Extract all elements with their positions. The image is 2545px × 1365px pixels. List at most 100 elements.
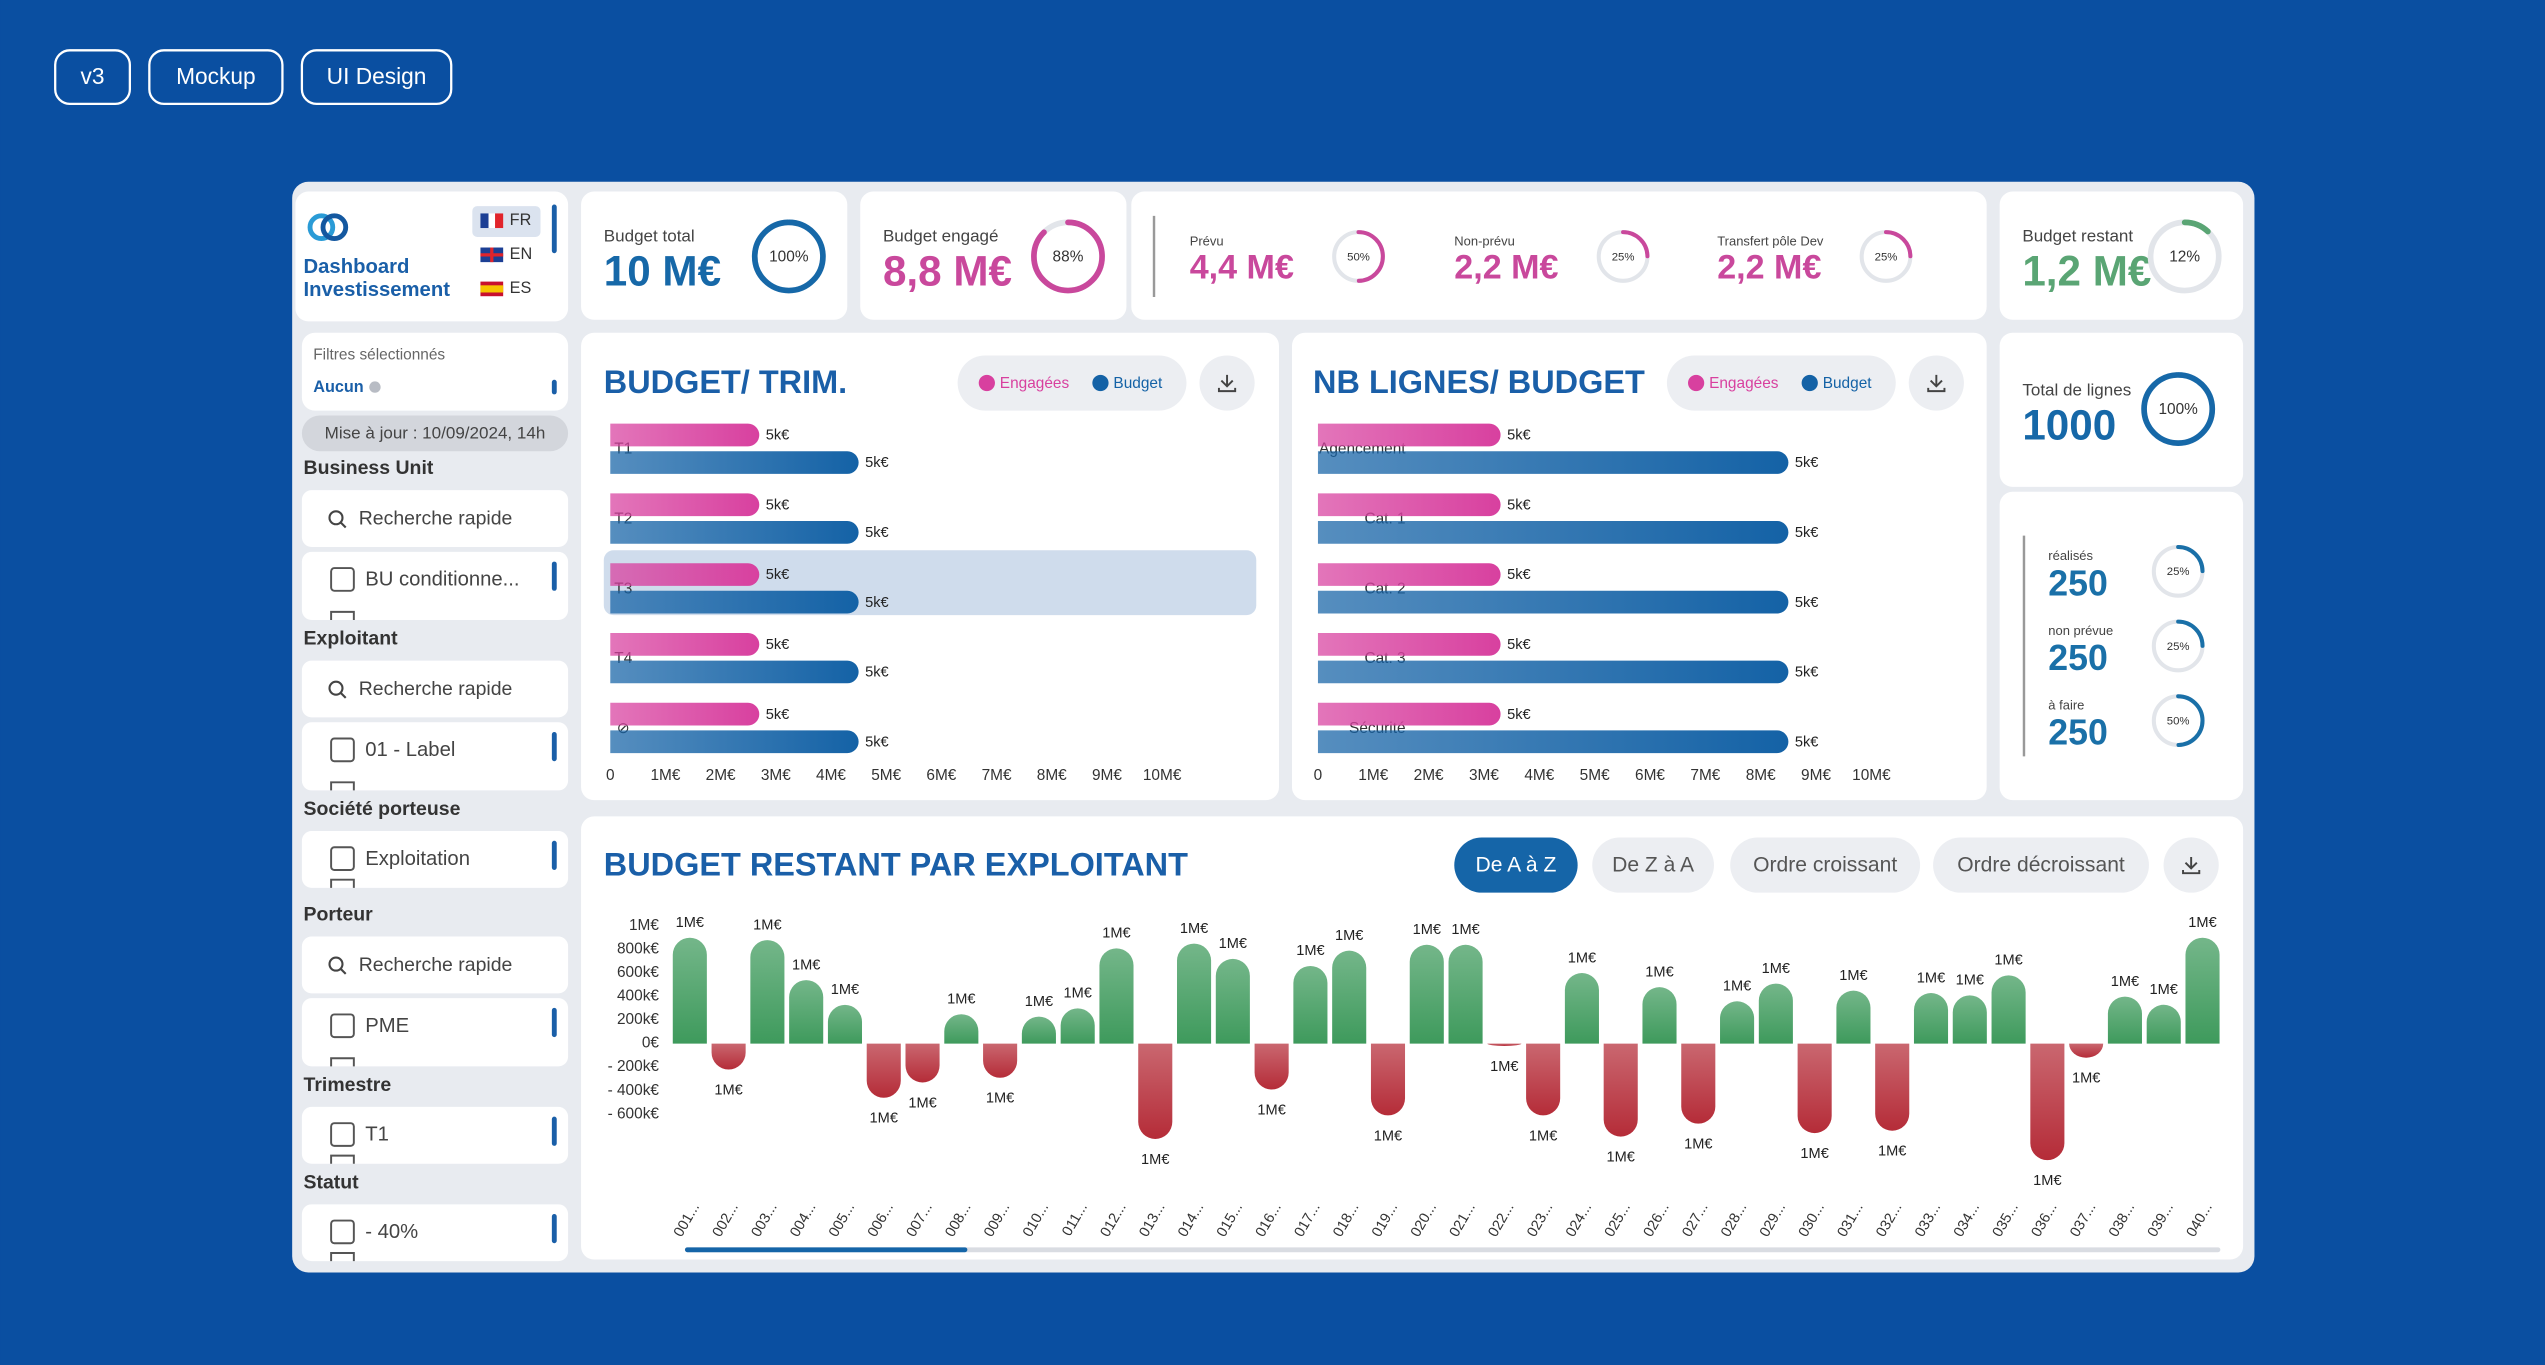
bar	[750, 940, 785, 1044]
bar	[1952, 995, 1987, 1044]
y-tick-label: 800k€	[617, 941, 659, 958]
kpi-label: Budget engagé	[883, 226, 999, 245]
kpi-label: Transfert pôle Dev	[1717, 233, 1824, 248]
bar	[610, 702, 760, 726]
bar-value-label: 1M€	[1839, 968, 1867, 984]
bar-value-label: 1M€	[1102, 926, 1130, 942]
search-box[interactable]	[301, 660, 569, 718]
sort-button[interactable]	[1454, 837, 1578, 893]
bar-value-label: 1M€	[1219, 936, 1247, 952]
sort-button[interactable]	[1730, 837, 1921, 893]
y-tick-label: 400k€	[617, 988, 659, 1005]
x-tick-label: 9M€	[1092, 767, 1122, 784]
bar	[711, 1043, 746, 1070]
bar-value-label: 5k€	[766, 637, 790, 653]
bar-value-label: 1M€	[1645, 964, 1673, 980]
search-box[interactable]	[301, 936, 569, 994]
bar	[944, 1014, 979, 1044]
bar-value-label: 5k€	[1795, 665, 1819, 681]
bar-value-label: 5k€	[1507, 428, 1531, 444]
bar	[1317, 451, 1789, 474]
search-placeholder: Recherche rapide	[359, 678, 513, 700]
kpi-label: Prévu	[1190, 233, 1224, 248]
bar	[1317, 632, 1501, 656]
x-tick-label: 8M€	[1037, 767, 1067, 784]
legend-swatch	[1092, 374, 1109, 392]
kpi-label: Budget restant	[2022, 226, 2133, 245]
x-tick-label: 0	[606, 767, 615, 784]
x-tick-label: 6M€	[1635, 767, 1665, 784]
bar-value-label: 1M€	[947, 991, 975, 1007]
search-icon-handle	[340, 968, 347, 975]
x-tick-label: 2M€	[706, 767, 736, 784]
x-tick-label: 0	[1314, 767, 1323, 784]
bar	[1526, 1043, 1561, 1116]
option-checkbox[interactable]	[330, 737, 355, 763]
x-tick-label: 7M€	[1690, 767, 1720, 784]
bar	[1099, 948, 1134, 1044]
chart-title: BUDGET/ TRIM.	[604, 364, 847, 400]
legend-swatch	[1688, 374, 1705, 392]
bar-value-label: 1M€	[714, 1082, 742, 1098]
y-tick-label: 600k€	[617, 964, 659, 981]
y-tick-label: 1M€	[629, 917, 659, 934]
flag-cross	[480, 247, 504, 263]
bar	[1138, 1043, 1173, 1139]
option-checkbox[interactable]	[330, 1122, 355, 1147]
bar-value-label: 1M€	[1374, 1128, 1402, 1144]
ring-label: 50%	[2167, 715, 2190, 727]
bar-value-label: 1M€	[1878, 1144, 1906, 1160]
search-icon	[328, 680, 344, 696]
bar	[1913, 993, 1949, 1044]
option-list	[301, 722, 569, 791]
option-checkbox[interactable]	[330, 846, 355, 871]
filters-clear[interactable]	[369, 381, 381, 393]
bar-value-label: 1M€	[753, 917, 781, 933]
bar-value-label: 5k€	[1795, 595, 1819, 611]
x-tick-label: 9M€	[1801, 767, 1831, 784]
scroll-thumb[interactable]	[684, 1247, 968, 1253]
bar-value-label: 5k€	[1507, 497, 1531, 513]
filter-group-label: Porteur	[304, 904, 374, 926]
bar-value-label: 5k€	[766, 707, 790, 723]
bar-value-label: 1M€	[1141, 1152, 1169, 1168]
sort-button[interactable]	[1933, 837, 2149, 893]
bar	[672, 937, 707, 1044]
bar-value-label: 1M€	[2111, 974, 2139, 990]
option-list	[301, 551, 569, 621]
update-pill	[301, 415, 569, 452]
option-label: T1	[365, 1124, 389, 1146]
option-list	[301, 1204, 569, 1262]
app-title: Dashboard	[304, 256, 410, 278]
bar	[610, 730, 859, 754]
option-checkbox[interactable]	[330, 567, 355, 592]
x-tick-label: 10M€	[1852, 767, 1891, 784]
filter-group-label: Statut	[304, 1171, 360, 1193]
bar	[1642, 987, 1677, 1044]
bar	[1060, 1008, 1095, 1044]
legend-swatch	[978, 374, 995, 392]
option-checkbox[interactable]	[330, 1013, 355, 1039]
bar-value-label: 5k€	[766, 428, 790, 444]
y-tick-label: - 200k€	[608, 1058, 660, 1075]
bar-value-label: 1M€	[870, 1111, 898, 1127]
bar	[983, 1043, 1018, 1078]
x-tick-label: 3M€	[761, 767, 791, 784]
filter-group-label: Business Unit	[304, 457, 434, 479]
bar	[1448, 944, 1483, 1044]
filters-value: Aucun	[313, 378, 363, 396]
bar-value-label: 1M€	[1800, 1146, 1828, 1162]
bar-value-label: 5k€	[1795, 525, 1819, 541]
bar	[1681, 1043, 1716, 1124]
bar	[2069, 1043, 2104, 1058]
search-box[interactable]	[301, 490, 569, 547]
option-checkbox[interactable]	[330, 1219, 355, 1245]
search-placeholder: Recherche rapide	[359, 954, 513, 976]
sort-button[interactable]	[1592, 837, 1714, 893]
chart-title: BUDGET RESTANT PAR EXPLOITANT	[604, 846, 1188, 882]
bar	[1254, 1043, 1289, 1090]
logo-ring	[320, 213, 349, 242]
x-tick-label: 5M€	[1580, 767, 1610, 784]
option-scrollbar	[551, 1214, 557, 1244]
